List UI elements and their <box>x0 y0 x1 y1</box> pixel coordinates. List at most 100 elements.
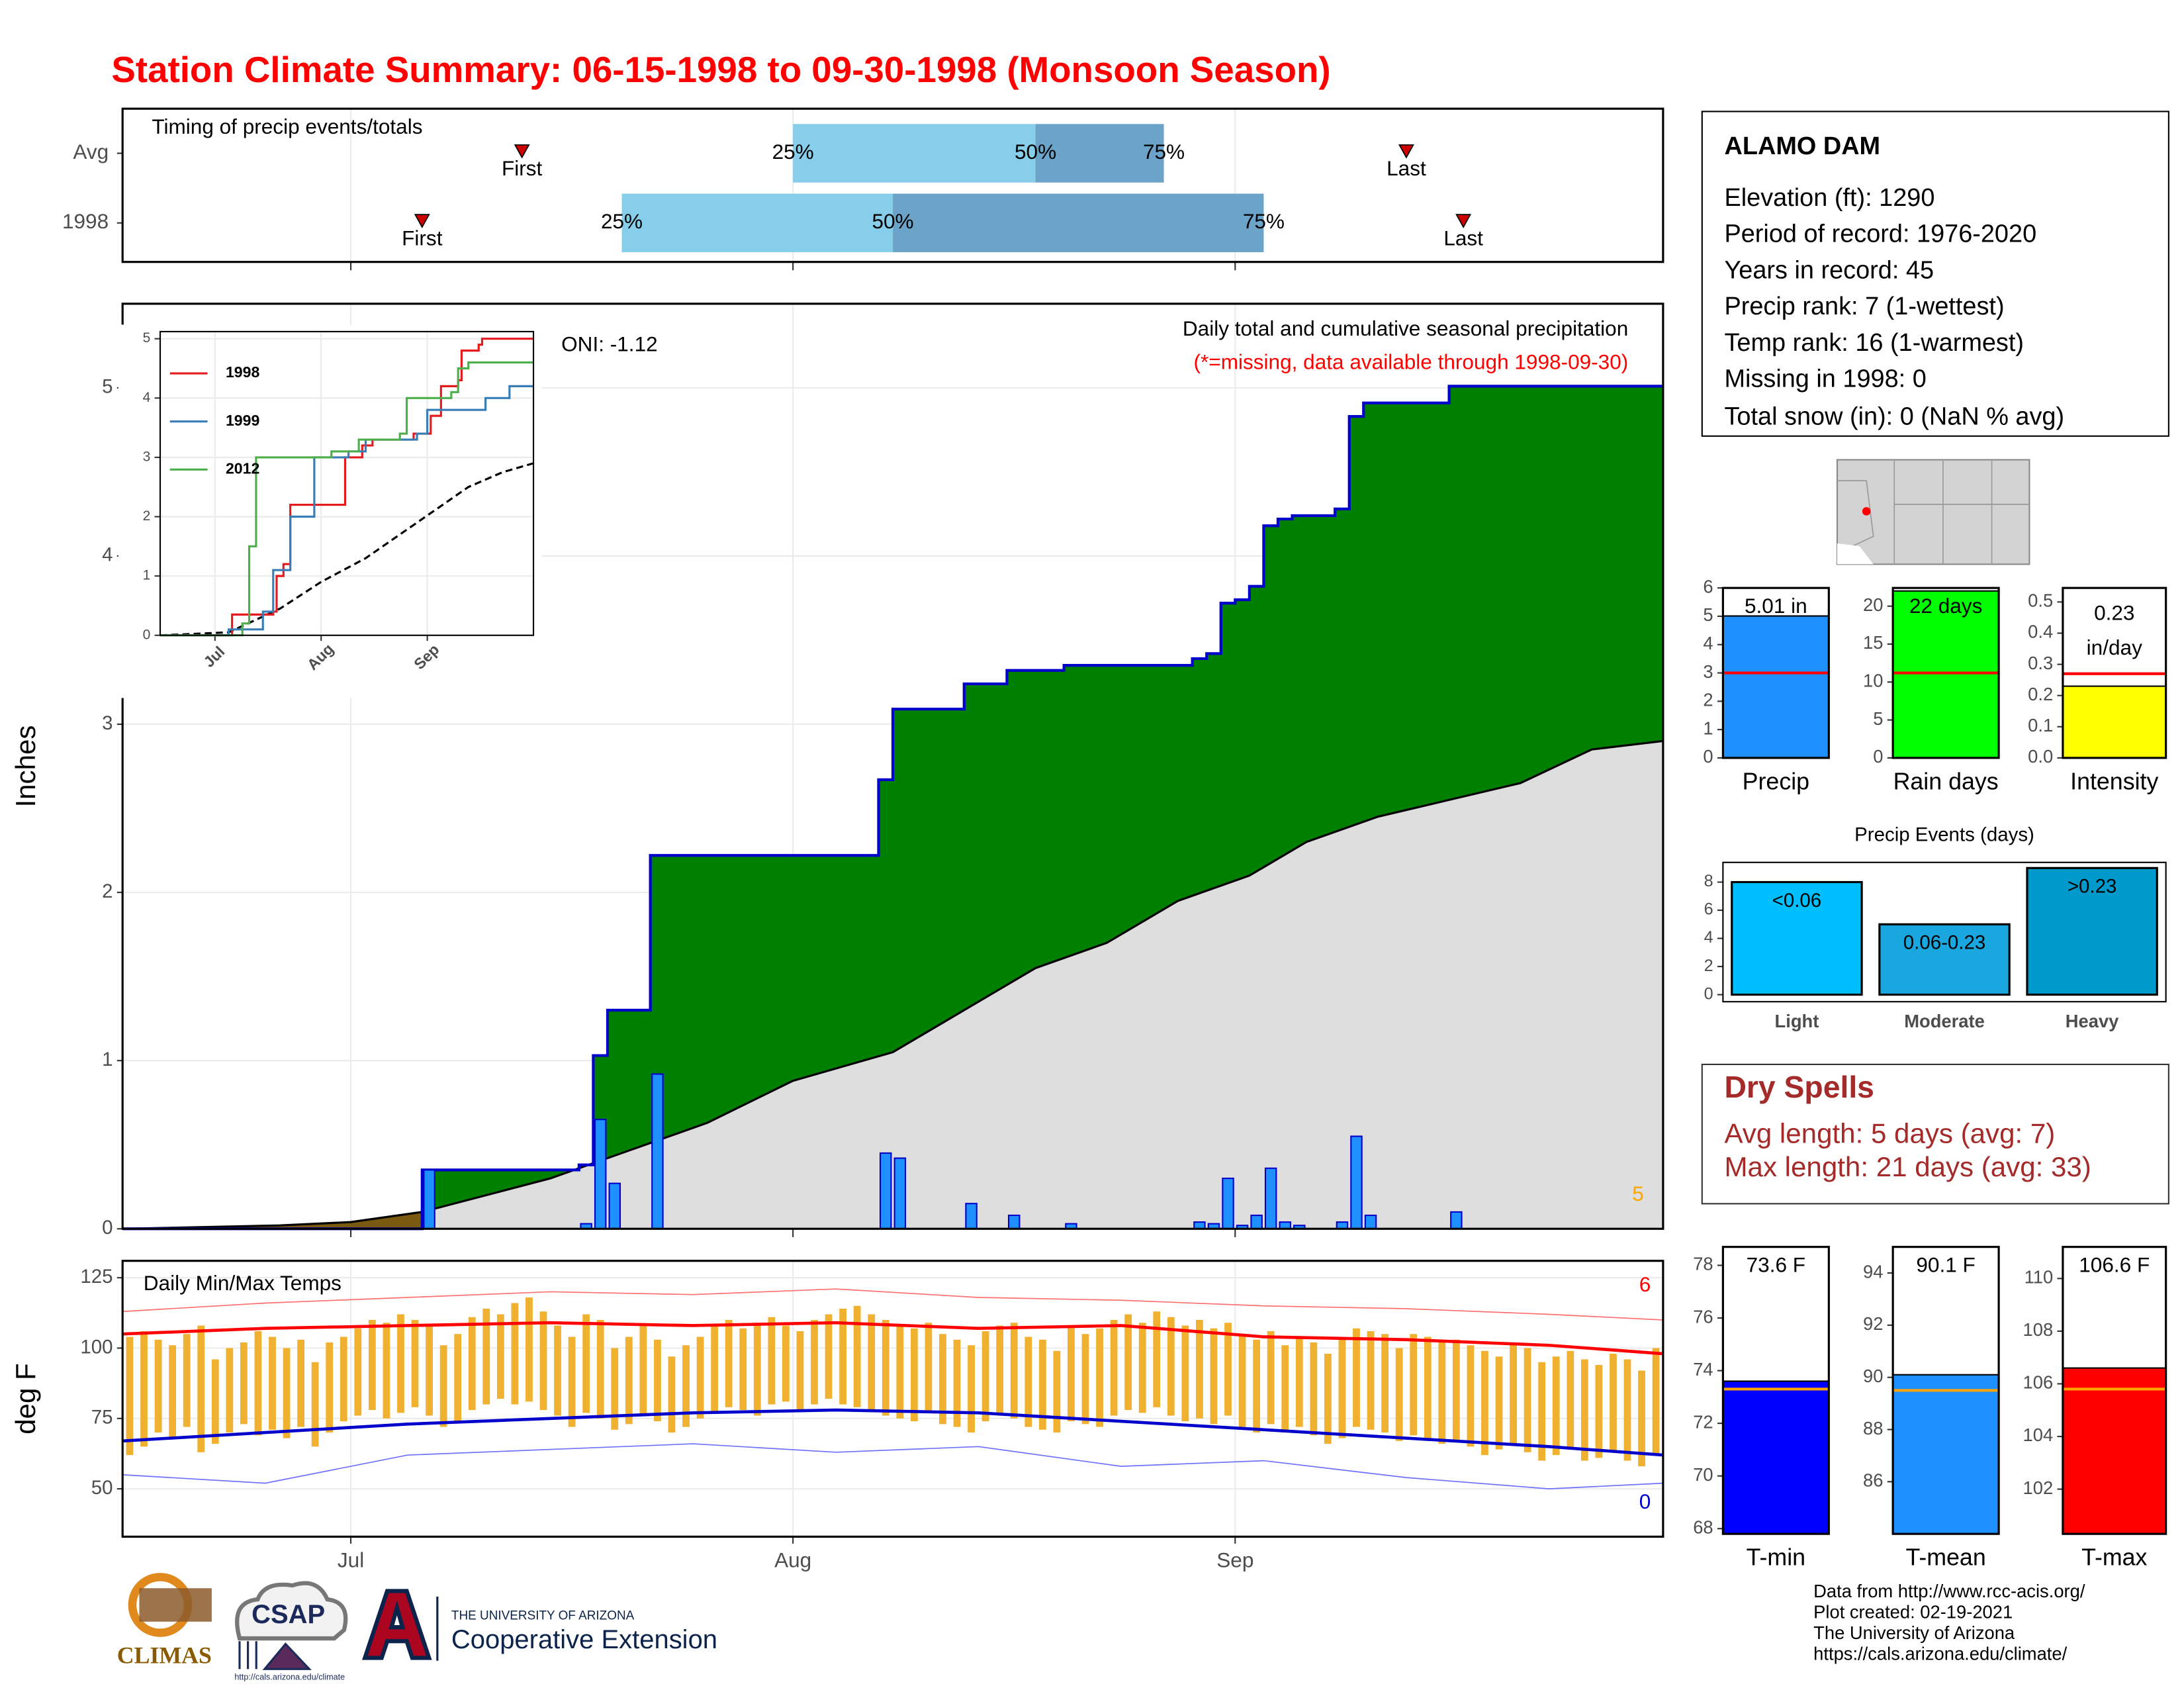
y-tick-label: 94 <box>1863 1261 1883 1282</box>
y-tick-label: 90 <box>1863 1366 1883 1386</box>
dry-spells-box: Dry Spells Avg length: 5 days (avg: 7) M… <box>1701 1063 2169 1205</box>
temp-bar <box>254 1331 262 1436</box>
bar-label: >0.23 <box>2068 876 2117 898</box>
temp-bar <box>953 1339 961 1427</box>
logos: CLIMAS CSAP http://cals.arizona.edu/clim… <box>117 1573 717 1681</box>
temp-bar <box>1381 1334 1388 1433</box>
y-tick-label: 2 <box>143 508 151 524</box>
temp-bar <box>1167 1317 1175 1416</box>
y-tick-label: 1 <box>102 1049 113 1070</box>
bar <box>2062 1367 2167 1535</box>
bar <box>1722 615 1830 759</box>
quartile-label: 50% <box>1015 140 1056 164</box>
temp-bar <box>868 1314 876 1411</box>
temp-bar <box>340 1336 347 1422</box>
temp-bar <box>426 1325 433 1416</box>
station-box: ALAMO DAM Elevation (ft): 1290 Period of… <box>1701 111 2169 437</box>
y-tick-label: 108 <box>2023 1319 2054 1340</box>
avg-min-line <box>122 1408 1664 1457</box>
temp-bar <box>354 1328 362 1416</box>
y-tick-label: 2 <box>1704 957 1713 975</box>
y-tick-label: 70 <box>1693 1464 1713 1485</box>
y-tick-label: 0.4 <box>2028 622 2053 642</box>
temp-bar <box>654 1339 661 1422</box>
temp-bar <box>326 1342 334 1433</box>
temp-bar <box>582 1314 590 1413</box>
panel-frame <box>1721 1246 1830 1535</box>
temp-bar <box>1267 1331 1275 1425</box>
y-tick-label: 72 <box>1693 1411 1713 1432</box>
daily-bar <box>608 1182 621 1230</box>
event-label: Last <box>1443 226 1483 250</box>
average-area <box>122 741 1663 1229</box>
y-tick-label: 110 <box>2025 1267 2054 1288</box>
row-label: Avg <box>73 140 109 164</box>
y-tick-label: 5 <box>102 376 113 398</box>
y-tick-label: 5 <box>143 330 151 346</box>
map-borders <box>1837 459 2030 565</box>
temp-bar <box>397 1314 404 1413</box>
daily-bar <box>1264 1167 1277 1230</box>
temp-bar <box>1623 1359 1631 1461</box>
station-line: Precip rank: 7 (1-wettest) <box>1724 293 2004 320</box>
temp-bar <box>596 1319 604 1419</box>
temp-bar <box>611 1348 619 1430</box>
temp-bar <box>197 1325 205 1452</box>
temp-bar <box>910 1328 918 1422</box>
station-line: Period of record: 1976-2020 <box>1724 220 2036 248</box>
temp-bar <box>169 1345 177 1438</box>
temp-bar <box>1238 1334 1246 1427</box>
temp-bar <box>411 1319 419 1407</box>
temp-bar <box>925 1323 933 1413</box>
value-label: 22 days <box>1909 594 1983 618</box>
y-tick-label: 0.5 <box>2028 590 2053 611</box>
temp-bar <box>1567 1350 1574 1450</box>
category-label: Precip <box>1743 768 1809 794</box>
daily-bar <box>594 1119 607 1230</box>
y-tick-label: 5 <box>1703 604 1713 625</box>
inset-average-line <box>159 462 534 637</box>
csap-url: http://cals.arizona.edu/climate <box>234 1672 345 1681</box>
quartile-label: 25% <box>601 209 643 233</box>
y-tick-label: 0 <box>1873 746 1883 767</box>
bar <box>1731 880 1863 996</box>
temp-bar <box>1652 1348 1660 1456</box>
y-tick-label: 2 <box>1703 690 1713 710</box>
y-tick-label: 8 <box>1704 872 1713 890</box>
temp-bar <box>1610 1354 1617 1452</box>
station-frame <box>1701 111 2169 437</box>
row-label: 1998 <box>62 209 109 233</box>
category-label: Moderate <box>1904 1011 1985 1031</box>
bar-label: <0.06 <box>1772 890 1822 912</box>
daily-bar <box>880 1152 892 1230</box>
temp-bar <box>796 1331 804 1411</box>
university-name: THE UNIVERSITY OF ARIZONA <box>451 1609 635 1622</box>
daily-bar <box>893 1157 907 1230</box>
temp-bar <box>1124 1314 1132 1411</box>
main-title: Station Climate Summary: 06-15-1998 to 0… <box>111 49 1330 90</box>
temp-bar <box>625 1336 633 1425</box>
ua-logo <box>362 1589 432 1660</box>
panel-frame <box>121 303 1664 1230</box>
y-tick-label: 0 <box>1703 746 1713 767</box>
daily-bar <box>1350 1135 1363 1230</box>
y-tick-label: 106 <box>2023 1372 2054 1393</box>
credit-line: Data from http://www.rcc-acis.org/ <box>1813 1581 2085 1601</box>
bar-label: 0.06-0.23 <box>1903 932 1985 954</box>
temp-bar <box>1138 1323 1146 1413</box>
category-label: T-mean <box>1905 1544 1985 1571</box>
daily-bar <box>651 1073 664 1230</box>
temp-bar <box>568 1336 576 1427</box>
temp-bar <box>1524 1348 1531 1452</box>
event-marker <box>514 144 530 159</box>
temp-bar <box>297 1339 304 1427</box>
station-line: Years in record: 45 <box>1724 256 1934 284</box>
y-axis-label: Inches <box>10 726 41 808</box>
temp-bar <box>725 1319 733 1407</box>
locator-map <box>1836 459 2030 565</box>
temp-bar <box>269 1336 276 1430</box>
temp-bar <box>154 1339 162 1433</box>
temp-bar <box>1424 1336 1432 1438</box>
y-tick-label: 100 <box>80 1336 113 1358</box>
